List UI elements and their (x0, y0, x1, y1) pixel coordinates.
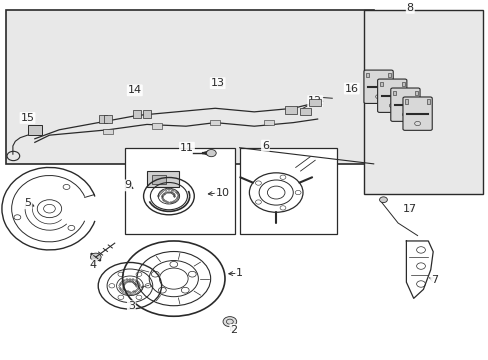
Text: 9: 9 (123, 180, 131, 190)
Text: 8: 8 (406, 3, 413, 13)
Text: 17: 17 (403, 204, 416, 214)
FancyBboxPatch shape (402, 97, 431, 130)
Text: 5: 5 (24, 198, 31, 208)
Text: 3: 3 (128, 301, 135, 311)
Bar (99, 115, 107, 123)
Bar (404, 99, 407, 104)
Bar (147, 171, 178, 187)
Text: 12: 12 (307, 96, 322, 106)
Text: 14: 14 (127, 85, 142, 95)
Bar (401, 82, 404, 86)
Bar (392, 90, 395, 95)
Text: 11: 11 (180, 143, 194, 153)
Text: 6: 6 (262, 140, 268, 150)
Text: 15: 15 (20, 113, 35, 123)
Circle shape (223, 317, 236, 327)
Bar (103, 129, 113, 134)
Bar (143, 110, 151, 118)
Bar (133, 110, 141, 118)
Bar (387, 73, 390, 77)
Bar (414, 90, 417, 95)
FancyBboxPatch shape (377, 79, 406, 112)
Text: 10: 10 (215, 188, 229, 198)
Bar (104, 115, 112, 123)
Bar (125, 148, 234, 234)
Text: 7: 7 (430, 275, 437, 285)
Circle shape (206, 149, 216, 157)
FancyBboxPatch shape (363, 70, 392, 103)
Bar (239, 148, 336, 234)
Bar (379, 82, 382, 86)
Bar (152, 175, 165, 184)
Bar (426, 99, 429, 104)
Text: 1: 1 (236, 268, 243, 278)
Text: 4: 4 (90, 260, 97, 270)
Bar (210, 120, 220, 126)
Bar (285, 106, 296, 114)
Text: 16: 16 (344, 84, 358, 94)
Bar (363, 10, 483, 194)
Circle shape (379, 197, 386, 203)
FancyBboxPatch shape (390, 88, 419, 121)
Circle shape (90, 253, 101, 261)
Bar (5, 10, 373, 164)
Bar (365, 73, 368, 77)
Bar (299, 108, 311, 116)
Bar (309, 99, 321, 107)
Text: 13: 13 (210, 78, 224, 88)
Bar (27, 125, 42, 135)
Text: 2: 2 (230, 325, 237, 335)
Bar (152, 123, 161, 129)
Bar (264, 120, 273, 126)
